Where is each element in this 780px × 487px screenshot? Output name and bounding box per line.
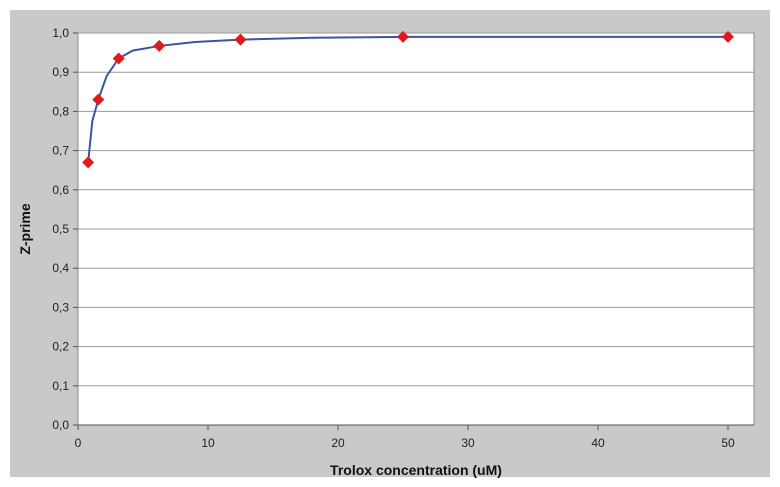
data-point [153,39,166,52]
grid-lines [73,32,754,430]
x-tick-labels: 0 10 20 30 40 50 [75,436,735,450]
x-tick-label: 0 [75,436,82,450]
data-point [234,33,247,46]
x-tick-label: 40 [591,436,605,450]
data-point [82,156,95,169]
x-tick-label: 30 [461,436,475,450]
x-tick-label: 50 [721,436,735,450]
x-axis-title: Trolox concentration (uM) [330,462,502,478]
data-point [722,30,734,43]
y-tick-label: 0,6 [52,183,69,197]
y-tick-label: 0,0 [52,418,69,432]
y-axis-title: Z-prime [17,203,33,255]
y-tick-label: 0,4 [52,261,69,275]
data-point [112,52,125,65]
data-points [82,30,734,169]
x-tick-label: 20 [331,436,345,450]
y-tick-label: 0,1 [52,379,69,393]
y-tick-label: 0,9 [52,65,69,79]
y-tick-label: 1,0 [52,26,69,40]
y-tick-labels: 0,0 0,1 0,2 0,3 0,4 0,5 0,6 0,7 0,8 0,9 1,0 [52,26,69,432]
y-tick-label: 0,3 [52,300,69,314]
y-tick-label: 0,8 [52,104,69,118]
x-tick-label: 10 [201,436,215,450]
data-point [397,30,409,43]
y-tick-label: 0,7 [52,144,69,158]
y-tick-label: 0,5 [52,222,69,236]
data-point [92,93,105,106]
y-tick-label: 0,2 [52,340,69,354]
